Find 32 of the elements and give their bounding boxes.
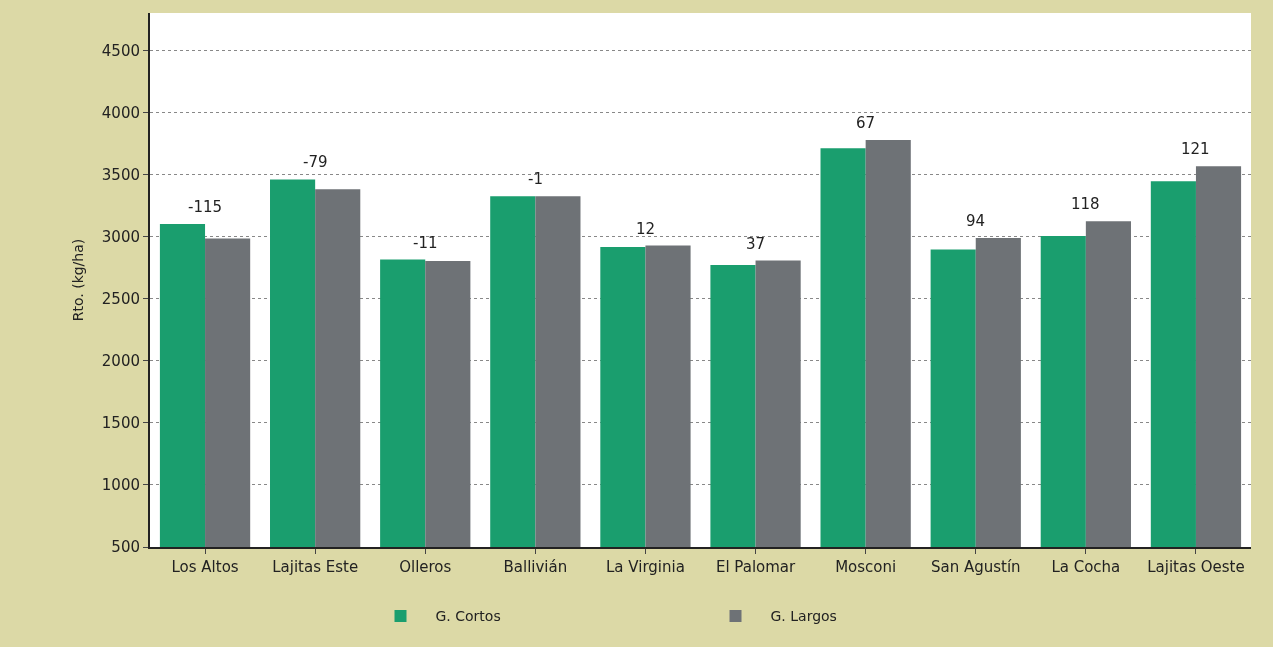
- x-tick-label: Los Altos: [171, 558, 239, 576]
- y-axis-title: Rto. (kg/ha): [69, 238, 86, 322]
- x-tick-label: Lajitas Este: [272, 558, 359, 576]
- annotation: 121: [1181, 140, 1210, 158]
- x-tick-label: El Palomar: [715, 558, 797, 576]
- y-tick-label: 3000: [101, 227, 140, 246]
- y-tick-label: 3500: [101, 165, 140, 184]
- x-tick-label: La Cocha: [1051, 558, 1121, 576]
- y-tick-label: 500: [111, 538, 140, 557]
- annotation: -1: [528, 170, 543, 188]
- annotation: 94: [966, 212, 986, 230]
- x-tick-label: Lajitas Oeste: [1147, 558, 1245, 576]
- x-tick-label: La Virginia: [606, 558, 685, 576]
- y-tick-label: 1500: [101, 414, 140, 433]
- y-tick-label: 4500: [101, 41, 140, 60]
- y-tick-label: 4000: [101, 103, 140, 122]
- x-tick-label: Ballivián: [503, 558, 568, 576]
- annotation: -79: [303, 153, 328, 171]
- x-tick-label: Olleros: [399, 558, 452, 576]
- legend-label: G. Largos: [770, 608, 837, 625]
- y-tick-label: 2000: [101, 351, 140, 370]
- x-tick-label: San Agustín: [930, 558, 1021, 576]
- annotation: 67: [856, 114, 876, 132]
- annotation: 118: [1071, 195, 1100, 213]
- annotation: 37: [746, 235, 766, 253]
- y-tick-label: 2500: [101, 289, 140, 308]
- legend-label: G. Cortos: [435, 608, 501, 625]
- x-tick-label: Mosconi: [835, 558, 897, 576]
- annotation: 12: [636, 220, 656, 238]
- y-tick-label: 1000: [101, 476, 140, 495]
- annotation: -11: [413, 234, 438, 252]
- annotation: -115: [188, 198, 223, 216]
